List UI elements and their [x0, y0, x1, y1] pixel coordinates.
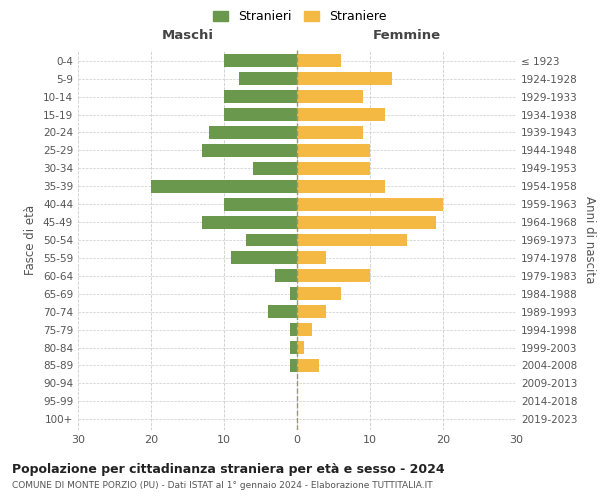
Bar: [297, 234, 407, 246]
Legend: Stranieri, Straniere: Stranieri, Straniere: [209, 6, 391, 26]
Text: COMUNE DI MONTE PORZIO (PU) - Dati ISTAT al 1° gennaio 2024 - Elaborazione TUTTI: COMUNE DI MONTE PORZIO (PU) - Dati ISTAT…: [12, 481, 433, 490]
Bar: [202, 216, 297, 228]
Bar: [297, 252, 326, 264]
Bar: [297, 108, 385, 121]
Bar: [253, 162, 297, 175]
Bar: [297, 162, 370, 175]
Y-axis label: Anni di nascita: Anni di nascita: [583, 196, 596, 284]
Bar: [224, 198, 297, 210]
Bar: [297, 341, 304, 354]
Bar: [239, 72, 297, 85]
Bar: [297, 288, 341, 300]
Bar: [246, 234, 297, 246]
Bar: [209, 126, 297, 139]
Bar: [290, 323, 297, 336]
Bar: [151, 180, 297, 192]
Bar: [297, 198, 443, 210]
Bar: [202, 144, 297, 157]
Y-axis label: Fasce di età: Fasce di età: [25, 205, 37, 275]
Bar: [297, 323, 311, 336]
Bar: [297, 54, 341, 67]
Bar: [224, 54, 297, 67]
Bar: [290, 341, 297, 354]
Bar: [297, 216, 436, 228]
Bar: [224, 90, 297, 103]
Bar: [290, 288, 297, 300]
Bar: [297, 359, 319, 372]
Text: Femmine: Femmine: [373, 30, 440, 43]
Bar: [297, 180, 385, 192]
Bar: [297, 90, 362, 103]
Bar: [297, 270, 370, 282]
Text: Maschi: Maschi: [161, 30, 214, 43]
Bar: [224, 108, 297, 121]
Bar: [290, 359, 297, 372]
Bar: [232, 252, 297, 264]
Bar: [297, 144, 370, 157]
Bar: [275, 270, 297, 282]
Bar: [297, 126, 362, 139]
Bar: [268, 305, 297, 318]
Bar: [297, 305, 326, 318]
Bar: [297, 72, 392, 85]
Text: Popolazione per cittadinanza straniera per età e sesso - 2024: Popolazione per cittadinanza straniera p…: [12, 462, 445, 475]
